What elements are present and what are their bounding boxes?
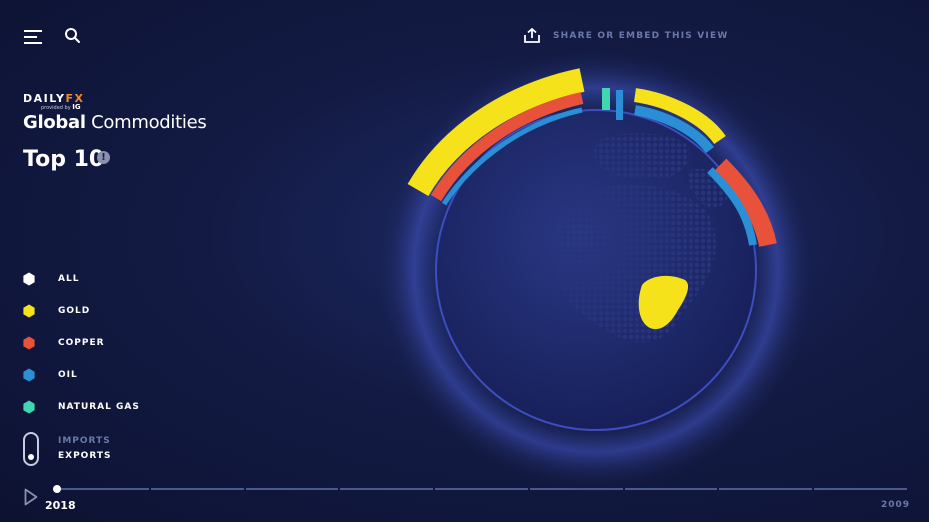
hexagon-icon	[23, 304, 35, 318]
timeline-segment[interactable]	[814, 488, 907, 490]
brand-daily: DAILY	[23, 92, 66, 105]
timeline-segment[interactable]	[56, 488, 149, 490]
legend-label: COPPER	[58, 338, 105, 348]
selected-country-highlight[interactable]	[638, 275, 689, 330]
brand-provider: IG	[72, 103, 81, 111]
export-bars-copper-north	[430, 92, 584, 202]
share-icon	[524, 28, 540, 43]
play-icon	[24, 488, 38, 506]
menu-icon-line	[24, 36, 37, 38]
timeline-start-year: 2018	[45, 499, 76, 512]
export-bars-gold-north	[407, 68, 585, 197]
globe-visualization[interactable]	[370, 40, 830, 500]
legend-item-all[interactable]: ALL	[22, 263, 140, 295]
legend-label: OIL	[58, 370, 78, 380]
legend-label: GOLD	[58, 306, 91, 316]
imports-exports-toggle[interactable]	[23, 432, 39, 466]
page-title-strong: Global	[23, 112, 86, 133]
timeline-end-year: 2009	[881, 500, 911, 510]
search-button[interactable]	[64, 27, 82, 45]
page-subtitle: Top 10	[23, 147, 105, 172]
timeline-handle[interactable]	[53, 485, 61, 493]
export-bars-gold-east	[633, 88, 726, 145]
share-embed-button[interactable]: SHARE OR EMBED THIS VIEW	[523, 28, 728, 44]
export-bars-copper-east	[713, 158, 777, 248]
brand-provided-by: provided by IG	[41, 104, 85, 112]
export-bars-oil-north	[441, 107, 583, 206]
export-bars-gas-spike	[602, 88, 610, 110]
legend-item-gold[interactable]: GOLD	[22, 295, 140, 327]
legend-label: ALL	[58, 274, 80, 284]
search-icon	[65, 28, 80, 43]
timeline-segment[interactable]	[719, 488, 813, 490]
landmass-europe	[593, 133, 690, 180]
legend-item-natural-gas[interactable]: NATURAL GAS	[22, 391, 140, 423]
brand-logo: DAILYFX provided by IG	[23, 93, 85, 112]
brand-name: DAILYFX	[23, 93, 85, 104]
timeline-segment[interactable]	[340, 488, 434, 490]
exports-label[interactable]: EXPORTS	[58, 451, 112, 461]
legend-label: NATURAL GAS	[58, 402, 140, 412]
timeline-segment[interactable]	[624, 488, 718, 490]
timeline-segment[interactable]	[435, 488, 528, 490]
commodity-legend: ALL GOLD COPPER OIL NATURAL GAS	[22, 263, 140, 423]
export-bars-oil-east	[634, 105, 714, 154]
legend-item-oil[interactable]: OIL	[22, 359, 140, 391]
toggle-knob	[28, 454, 34, 460]
brand-fx: FX	[65, 92, 85, 105]
hexagon-icon	[23, 400, 35, 414]
menu-button[interactable]	[24, 29, 42, 45]
hexagon-icon	[23, 272, 35, 286]
timeline-segment[interactable]	[150, 488, 244, 490]
timeline-segment[interactable]	[245, 488, 339, 490]
export-bars-oil-east-lower	[707, 167, 757, 246]
info-icon[interactable]: !	[97, 151, 110, 164]
brand-provided-text: provided by	[41, 105, 71, 111]
export-bars-oil-spike	[616, 90, 623, 120]
page-title: Global Commodities	[23, 112, 207, 133]
hexagon-icon	[23, 368, 35, 382]
imports-label[interactable]: IMPORTS	[58, 436, 111, 446]
legend-item-copper[interactable]: COPPER	[22, 327, 140, 359]
play-button[interactable]	[24, 488, 38, 506]
menu-icon	[24, 30, 42, 32]
share-label: SHARE OR EMBED THIS VIEW	[553, 31, 729, 41]
menu-icon-line	[24, 42, 42, 44]
page-title-rest: Commodities	[91, 112, 207, 133]
hexagon-icon	[23, 336, 35, 350]
